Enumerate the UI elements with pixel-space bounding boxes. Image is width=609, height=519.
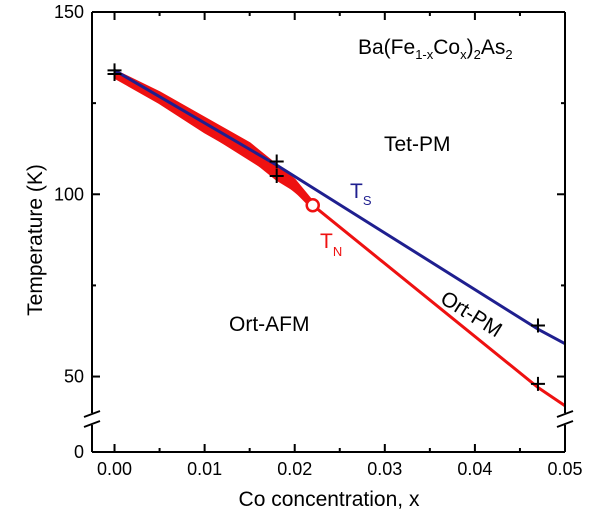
series-line-t-n — [113, 72, 566, 407]
series-label-tn-sub: N — [333, 244, 342, 259]
x-tick-label-0: 0.00 — [97, 459, 132, 479]
x-tick-label-5: 0.05 — [547, 459, 582, 479]
title-part-sub4: 2 — [505, 47, 512, 62]
cross-marker-4 — [530, 318, 545, 333]
y-tick-label-1: 50 — [64, 367, 84, 387]
y-axis-label: Temperature (K) — [24, 164, 47, 316]
region-label-tet-pm: Tet-PM — [384, 133, 451, 156]
chart-title: Ba(Fe1-xCox)2As2 — [358, 36, 513, 62]
series-layer — [113, 68, 566, 407]
open-circle-marker — [305, 197, 320, 213]
axis-break-mark-right-1 — [556, 420, 574, 428]
x-tick-label-4: 0.04 — [457, 459, 492, 479]
title-part-base1: Ba(Fe — [358, 36, 415, 59]
x-tick-label-2: 0.02 — [277, 459, 312, 479]
title-part-sub2: x — [460, 47, 467, 62]
x-axis-label: Co concentration, x — [239, 488, 420, 511]
series-label-ts-base: T — [350, 180, 363, 203]
cross-marker-1 — [107, 66, 122, 81]
y-tick-label-2: 100 — [54, 184, 84, 204]
axes-layer: 0.00 0.01 0.02 0.03 0.04 0.05 0 50 100 150 — [54, 2, 583, 479]
axis-break-mark-left-0 — [83, 410, 101, 418]
series-label-tn-base: T — [320, 230, 333, 253]
region-label-ort-afm: Ort-AFM — [229, 313, 309, 336]
cross-marker-5 — [530, 376, 545, 391]
x-tick-label-3: 0.03 — [367, 459, 402, 479]
x-tick-label-1: 0.01 — [187, 459, 222, 479]
title-part-base4: As — [481, 36, 506, 59]
series-label-tn: TN — [320, 230, 342, 259]
axis-break-mark-right-0 — [556, 410, 574, 418]
y-tick-label-0: 0 — [74, 442, 84, 462]
title-part-sub3: 2 — [474, 47, 481, 62]
series-label-ts: TS — [350, 180, 372, 208]
series-label-ts-sub: S — [363, 193, 372, 208]
y-tick-label-3: 150 — [54, 2, 84, 22]
title-part-sub1: 1-x — [415, 47, 434, 62]
title-part-base3: ) — [467, 36, 474, 59]
title-part-base2: Co — [433, 36, 460, 59]
marker-layer — [107, 63, 545, 391]
series-line-t-s — [113, 69, 566, 346]
cross-marker-3 — [269, 169, 284, 184]
axis-break-mark-left-1 — [83, 420, 101, 428]
cross-marker-2 — [269, 154, 284, 169]
